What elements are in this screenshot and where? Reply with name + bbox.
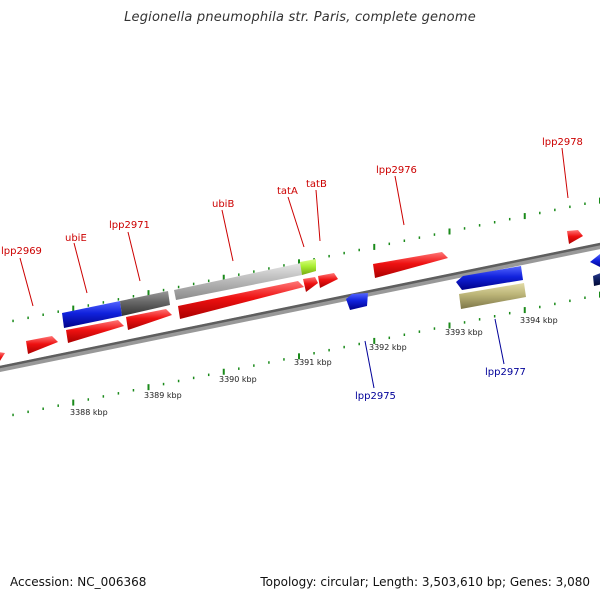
gene-arrow-forward[interactable] (66, 320, 124, 343)
gene-arrow-reverse[interactable] (590, 254, 600, 268)
gene-label-lpp2969[interactable]: lpp2969 (1, 246, 42, 257)
gene-arrow-forward[interactable] (0, 352, 5, 364)
gene-arrow-lpp2975[interactable] (346, 293, 368, 310)
leader-lpp2969 (19, 257, 34, 307)
gene-arrow-tatA[interactable] (303, 277, 318, 292)
operon-block-tatA[interactable] (300, 259, 316, 275)
gene-arrow-lpp2976[interactable] (373, 252, 448, 278)
gene-label-lpp2975[interactable]: lpp2975 (355, 391, 396, 402)
leader-tatA (287, 196, 305, 248)
gene-label-ubiE[interactable]: ubiE (65, 233, 87, 244)
gene-label-tatA[interactable]: tatA (277, 186, 298, 197)
accession-label: Accession: NC_006368 (10, 575, 147, 589)
operon-block-lpp2971[interactable] (120, 291, 170, 316)
gene-arrow-lpp2977[interactable] (456, 266, 523, 290)
gene-label-lpp2978[interactable]: lpp2978 (542, 137, 583, 148)
gene-arrow-forward[interactable] (26, 336, 58, 354)
leader-lpp2976 (394, 175, 405, 226)
tick-label-3390: 3390 kbp (219, 375, 257, 384)
gene-arrow-forward[interactable] (126, 309, 172, 330)
tick-label-3389: 3389 kbp (144, 391, 182, 400)
gene-block-navy[interactable] (593, 272, 600, 286)
tick-label-3393: 3393 kbp (445, 328, 483, 337)
gene-label-lpp2977[interactable]: lpp2977 (485, 367, 526, 378)
gene-label-lpp2976[interactable]: lpp2976 (376, 165, 417, 176)
tick-track-inner (12, 291, 600, 417)
leader-lpp2978 (561, 147, 569, 199)
genome-backbone (0, 242, 600, 373)
gene-label-lpp2971[interactable]: lpp2971 (109, 220, 150, 231)
tick-label-3392: 3392 kbp (369, 343, 407, 352)
gene-label-ubiB[interactable]: ubiB (212, 199, 234, 210)
tick-label-3394: 3394 kbp (520, 316, 558, 325)
genome-summary-label: Topology: circular; Length: 3,503,610 bp… (260, 575, 590, 589)
tick-label-3391: 3391 kbp (294, 358, 332, 367)
leader-tatB (315, 189, 321, 242)
tick-track-outer (12, 197, 600, 323)
operon-block-ubiE[interactable] (62, 301, 122, 328)
leader-ubiB (221, 209, 234, 262)
map-title: Legionella pneumophila str. Paris, compl… (124, 10, 476, 25)
genome-backbone-core (0, 242, 600, 369)
leader-lpp2977 (494, 318, 505, 365)
gene-arrow-lpp2978[interactable] (567, 230, 583, 244)
leader-lpp2975 (364, 340, 375, 389)
leader-ubiE (73, 242, 88, 294)
gene-arrow-ubiB[interactable] (178, 281, 304, 319)
gene-block-lpp2977-product[interactable] (459, 283, 526, 309)
gene-arrow-tatB[interactable] (318, 273, 338, 288)
operon-block-ubiB[interactable] (174, 263, 302, 300)
gene-label-tatB[interactable]: tatB (306, 179, 327, 190)
tick-label-3388: 3388 kbp (70, 408, 108, 417)
leader-lpp2971 (127, 231, 141, 282)
